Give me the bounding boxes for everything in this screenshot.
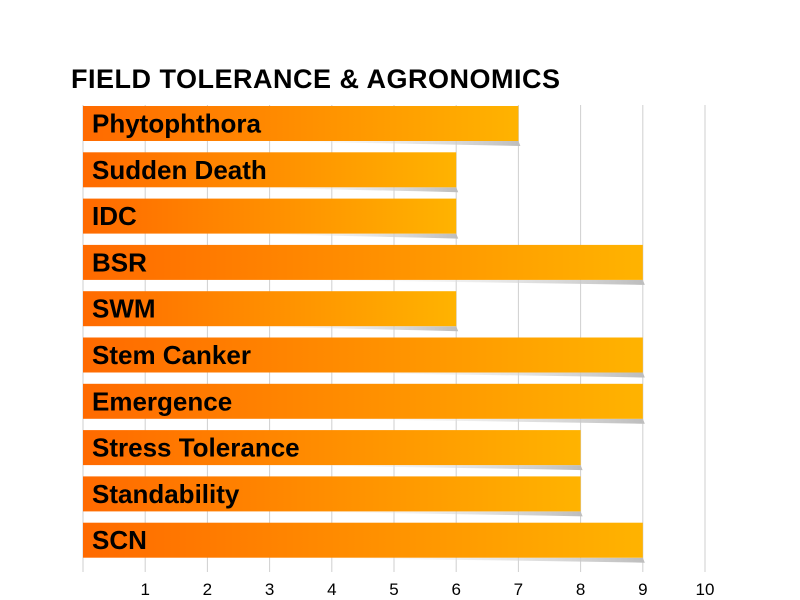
x-tick-label: 5 [389, 580, 398, 599]
bar [83, 383, 643, 419]
bar [83, 430, 581, 466]
bar-shadow [213, 326, 459, 332]
bar [83, 291, 457, 327]
bar [83, 337, 643, 373]
bar-shadow [278, 418, 645, 424]
bar [83, 244, 643, 280]
bar-shadow [213, 187, 459, 193]
bar-shadow [278, 557, 645, 563]
x-tick-label: 9 [638, 580, 647, 599]
bar-label: IDC [92, 201, 137, 231]
x-tick-label: 8 [576, 580, 585, 599]
bar [83, 476, 581, 512]
x-tick-label: 10 [696, 580, 715, 599]
bar-shadow [278, 279, 645, 285]
bar-shadow [235, 141, 521, 146]
bar-shadow [257, 511, 583, 517]
x-tick-label: 4 [327, 580, 336, 599]
bar [83, 152, 457, 188]
x-tick-label: 2 [203, 580, 212, 599]
bar-shadow [213, 233, 459, 239]
bar [83, 522, 643, 558]
bar-label: Stem Canker [92, 340, 251, 370]
x-tick-label: 7 [514, 580, 523, 599]
bar-label: Standability [92, 479, 240, 509]
bar-label: Emergence [92, 386, 232, 416]
bar-label: BSR [92, 247, 147, 277]
chart-title: FIELD TOLERANCE & AGRONOMICS [71, 64, 561, 94]
bar-label: Phytophthora [92, 109, 262, 139]
bars: Phytophthora Sudden Death IDC BSR SWM Stem Ca… [83, 106, 645, 563]
bar-label: Sudden Death [92, 155, 267, 185]
x-tick-label: 6 [451, 580, 460, 599]
bar [83, 198, 457, 234]
bar [83, 106, 519, 141]
x-axis-ticks: 1 2 3 4 5 6 7 8 9 10 [140, 580, 714, 599]
x-tick-label: 3 [265, 580, 274, 599]
bar-label: SCN [92, 525, 147, 555]
bar-shadow [278, 372, 645, 378]
bar-shadow [257, 465, 583, 471]
bar-label: Stress Tolerance [92, 433, 300, 463]
x-tick-label: 1 [140, 580, 149, 599]
bar-label: SWM [92, 294, 156, 324]
